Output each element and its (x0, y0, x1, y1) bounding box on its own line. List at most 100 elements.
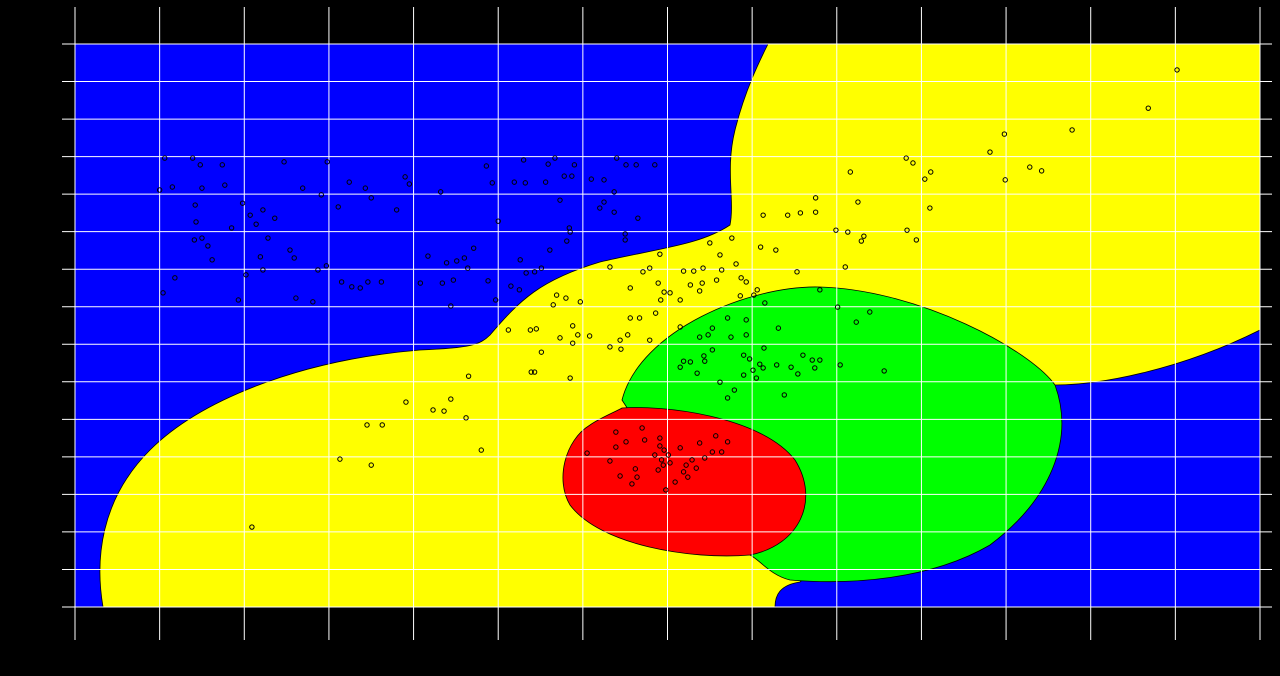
point (680, 358, 687, 364)
point (588, 176, 595, 182)
point (607, 264, 613, 270)
point (443, 260, 450, 266)
point (516, 287, 523, 293)
point (701, 353, 707, 359)
point (601, 177, 607, 183)
point (567, 229, 573, 235)
point (564, 238, 570, 244)
point (570, 323, 576, 329)
point (788, 364, 794, 370)
point (691, 268, 697, 274)
point (586, 333, 593, 339)
point (754, 287, 760, 293)
point (629, 481, 635, 487)
point (647, 337, 653, 343)
point (448, 396, 454, 402)
point (611, 209, 617, 215)
point (437, 189, 444, 195)
point (614, 155, 620, 161)
point (235, 297, 242, 303)
point (702, 455, 708, 461)
point (265, 235, 271, 241)
point (545, 161, 551, 167)
point (751, 292, 757, 298)
point (641, 437, 648, 443)
point (368, 195, 374, 201)
point (672, 479, 678, 485)
point (636, 315, 643, 321)
point (913, 237, 920, 243)
point (454, 258, 460, 264)
point (733, 261, 739, 267)
point (461, 255, 468, 261)
point (365, 279, 371, 285)
point (623, 439, 629, 445)
point (563, 295, 569, 301)
point (577, 299, 584, 305)
point (293, 295, 299, 301)
point (470, 245, 477, 251)
point (406, 181, 413, 187)
point (677, 364, 683, 370)
point (717, 379, 723, 385)
point (430, 407, 436, 413)
point (845, 229, 851, 235)
point (403, 399, 409, 405)
point (740, 352, 747, 358)
point (243, 272, 249, 278)
point (655, 467, 661, 473)
point (441, 408, 447, 414)
point (707, 240, 713, 246)
point (1145, 105, 1151, 111)
point (570, 340, 576, 346)
point (655, 280, 661, 286)
point (542, 179, 549, 185)
point (705, 332, 711, 338)
point (812, 209, 819, 215)
point (189, 155, 196, 161)
point (362, 185, 369, 191)
point (817, 287, 823, 293)
point (538, 265, 545, 271)
point (584, 450, 590, 456)
point (800, 352, 806, 358)
point (607, 458, 613, 464)
point (511, 179, 517, 185)
point (172, 275, 178, 281)
point (694, 370, 700, 376)
point (260, 207, 266, 213)
point (450, 277, 457, 283)
point (160, 290, 166, 296)
point (658, 297, 664, 303)
point (903, 155, 909, 161)
point (657, 435, 663, 441)
point (557, 335, 563, 341)
point (661, 447, 667, 453)
point (781, 392, 788, 398)
point (809, 357, 815, 363)
point (239, 200, 246, 206)
point (743, 332, 749, 338)
point (667, 290, 673, 296)
point (743, 279, 749, 285)
point (812, 365, 818, 371)
point (724, 395, 731, 401)
point (858, 238, 865, 244)
point (713, 433, 719, 439)
point (324, 159, 330, 165)
point (687, 282, 694, 288)
point (622, 231, 628, 237)
point (987, 149, 993, 155)
point (485, 278, 491, 284)
point (760, 212, 766, 218)
point (448, 303, 454, 309)
point (847, 169, 854, 175)
point (762, 300, 768, 306)
point (881, 368, 887, 374)
point (257, 254, 264, 260)
point (533, 326, 540, 332)
point (402, 174, 408, 180)
point (495, 218, 501, 224)
